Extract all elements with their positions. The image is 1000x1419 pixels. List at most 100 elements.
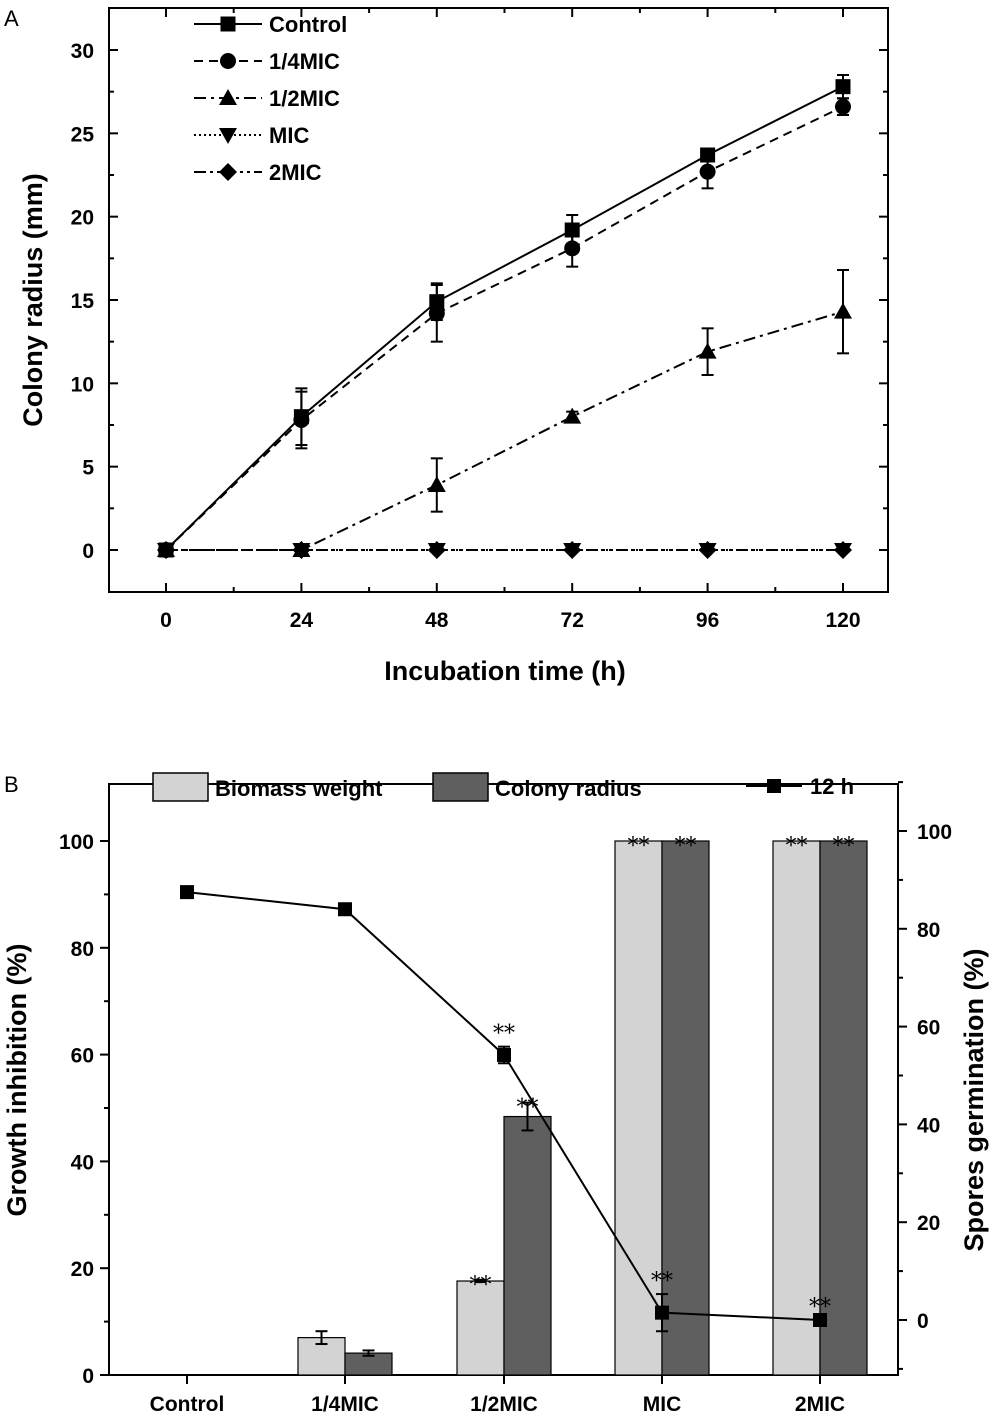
- y-tick-label: 5: [82, 457, 94, 480]
- data-point: [835, 79, 851, 95]
- series-1/2MIC: [157, 269, 852, 557]
- line-series-12h: ** ** **: [180, 885, 831, 1333]
- x-tick-label: 72: [561, 609, 584, 632]
- legend: Biomass weight Colony radius 12 h: [152, 772, 854, 802]
- legend-marker: [767, 779, 781, 793]
- bar: [614, 840, 663, 1376]
- data-point: [180, 885, 194, 900]
- series-line: [166, 310, 844, 551]
- data-point: [835, 98, 851, 115]
- legend-label: 12 h: [810, 774, 854, 799]
- series-line: [165, 105, 844, 551]
- y2-tick-label: 60: [917, 1017, 940, 1040]
- data-point: [427, 541, 446, 559]
- legend-swatch: [152, 772, 209, 802]
- x-axis-title: Incubation time (h): [384, 656, 625, 686]
- panel-a-label: A: [4, 6, 19, 31]
- data-point: [699, 163, 716, 180]
- significance-marker: **: [517, 1096, 539, 1121]
- significance-marker: **: [493, 1022, 515, 1047]
- significance-marker: **: [675, 834, 697, 859]
- legend-marker: [220, 16, 236, 32]
- data-point: [655, 1305, 669, 1320]
- y-axis-title: Growth inhibition (%): [2, 944, 32, 1217]
- data-point: [563, 407, 582, 424]
- data-point: [698, 342, 717, 359]
- bar-series-Biomass weight: ** ** **: [297, 834, 821, 1376]
- series-line: [165, 85, 844, 551]
- legend-label: MIC: [269, 123, 309, 148]
- significance-marker: **: [809, 1295, 831, 1320]
- legend-label: Biomass weight: [215, 776, 383, 801]
- legend-label: 2MIC: [269, 160, 322, 185]
- significance-marker: **: [470, 1273, 492, 1298]
- series-2MIC: [157, 541, 852, 559]
- legend-marker: [219, 128, 237, 144]
- bar: [503, 1115, 552, 1376]
- y-tick-label: 40: [71, 1151, 94, 1174]
- x-tick-label: 48: [425, 609, 449, 632]
- legend-label: Control: [269, 12, 347, 37]
- data-point: [813, 1313, 827, 1327]
- y-axis-title: Colony radius (mm): [18, 173, 48, 427]
- y2-tick-label: 0: [917, 1310, 929, 1333]
- x-tick-label: MIC: [643, 1393, 682, 1416]
- bar: [456, 1280, 505, 1376]
- panel-a-chart: 0 24 48 72 96 120 0 5 10 15 20 25 30 Incubation time …: [18, 7, 889, 686]
- bar-series-Colony radius: ** ** **: [344, 834, 868, 1376]
- y-tick-label: 15: [71, 290, 95, 313]
- data-point: [292, 541, 311, 559]
- y2-tick-label: 40: [917, 1114, 940, 1137]
- y-tick-label: 25: [71, 123, 95, 146]
- data-point: [497, 1047, 511, 1062]
- x-tick-label: 120: [825, 609, 860, 632]
- y-tick-label: 60: [71, 1045, 94, 1068]
- data-point: [427, 476, 446, 492]
- bar: [819, 840, 868, 1376]
- y-tick-label: 80: [71, 938, 94, 961]
- series-Control: [158, 74, 851, 558]
- data-point: [428, 305, 445, 322]
- x-tick-label: 0: [160, 609, 172, 632]
- y2-axis-title: Spores germination (%): [959, 948, 989, 1251]
- panel-b-label: B: [4, 772, 19, 797]
- y2-tick-label: 20: [917, 1212, 940, 1235]
- significance-marker: **: [786, 834, 808, 859]
- legend-marker: [220, 53, 236, 69]
- data-point: [338, 902, 352, 917]
- legend-label: 1/4MIC: [269, 49, 340, 74]
- y-tick-label: 20: [71, 207, 94, 230]
- y-tick-label: 0: [82, 540, 94, 563]
- x-tick-label: 1/2MIC: [470, 1393, 538, 1416]
- legend-label: Colony radius: [495, 776, 642, 801]
- x-tick-label: 24: [290, 609, 314, 632]
- legend-marker: [219, 163, 237, 181]
- y-tick-label: 0: [82, 1365, 94, 1388]
- panel-b-chart: 0 20 40 60 80 100 0 20 40 60 80 100 Control 1/4MIC 1/2…: [2, 772, 989, 1416]
- data-point: [293, 412, 310, 428]
- x-tick-label: Control: [150, 1393, 225, 1416]
- data-point: [563, 541, 582, 559]
- data-point: [834, 302, 852, 319]
- legend: Control 1/4MIC 1/2MIC MIC 2MIC: [194, 12, 347, 185]
- significance-marker: **: [628, 834, 650, 859]
- y2-tick-label: 100: [917, 821, 952, 844]
- y2-tick-label: 80: [917, 919, 940, 942]
- x-tick-label: 2MIC: [795, 1393, 845, 1416]
- significance-marker: **: [651, 1269, 673, 1294]
- x-tick-label: 96: [696, 609, 719, 632]
- x-tick-label: 1/4MIC: [311, 1393, 379, 1416]
- y-tick-label: 20: [71, 1258, 94, 1281]
- bar: [772, 840, 821, 1376]
- data-point: [834, 541, 852, 559]
- legend-label: 1/2MIC: [269, 86, 340, 111]
- significance-marker: **: [833, 834, 855, 859]
- data-point: [157, 541, 175, 559]
- y-tick-label: 10: [71, 373, 94, 396]
- y-tick-label: 30: [71, 40, 94, 63]
- legend-swatch: [432, 772, 489, 802]
- y-tick-label: 100: [59, 831, 94, 854]
- series-1/4MIC: [158, 97, 851, 558]
- data-point: [564, 240, 581, 257]
